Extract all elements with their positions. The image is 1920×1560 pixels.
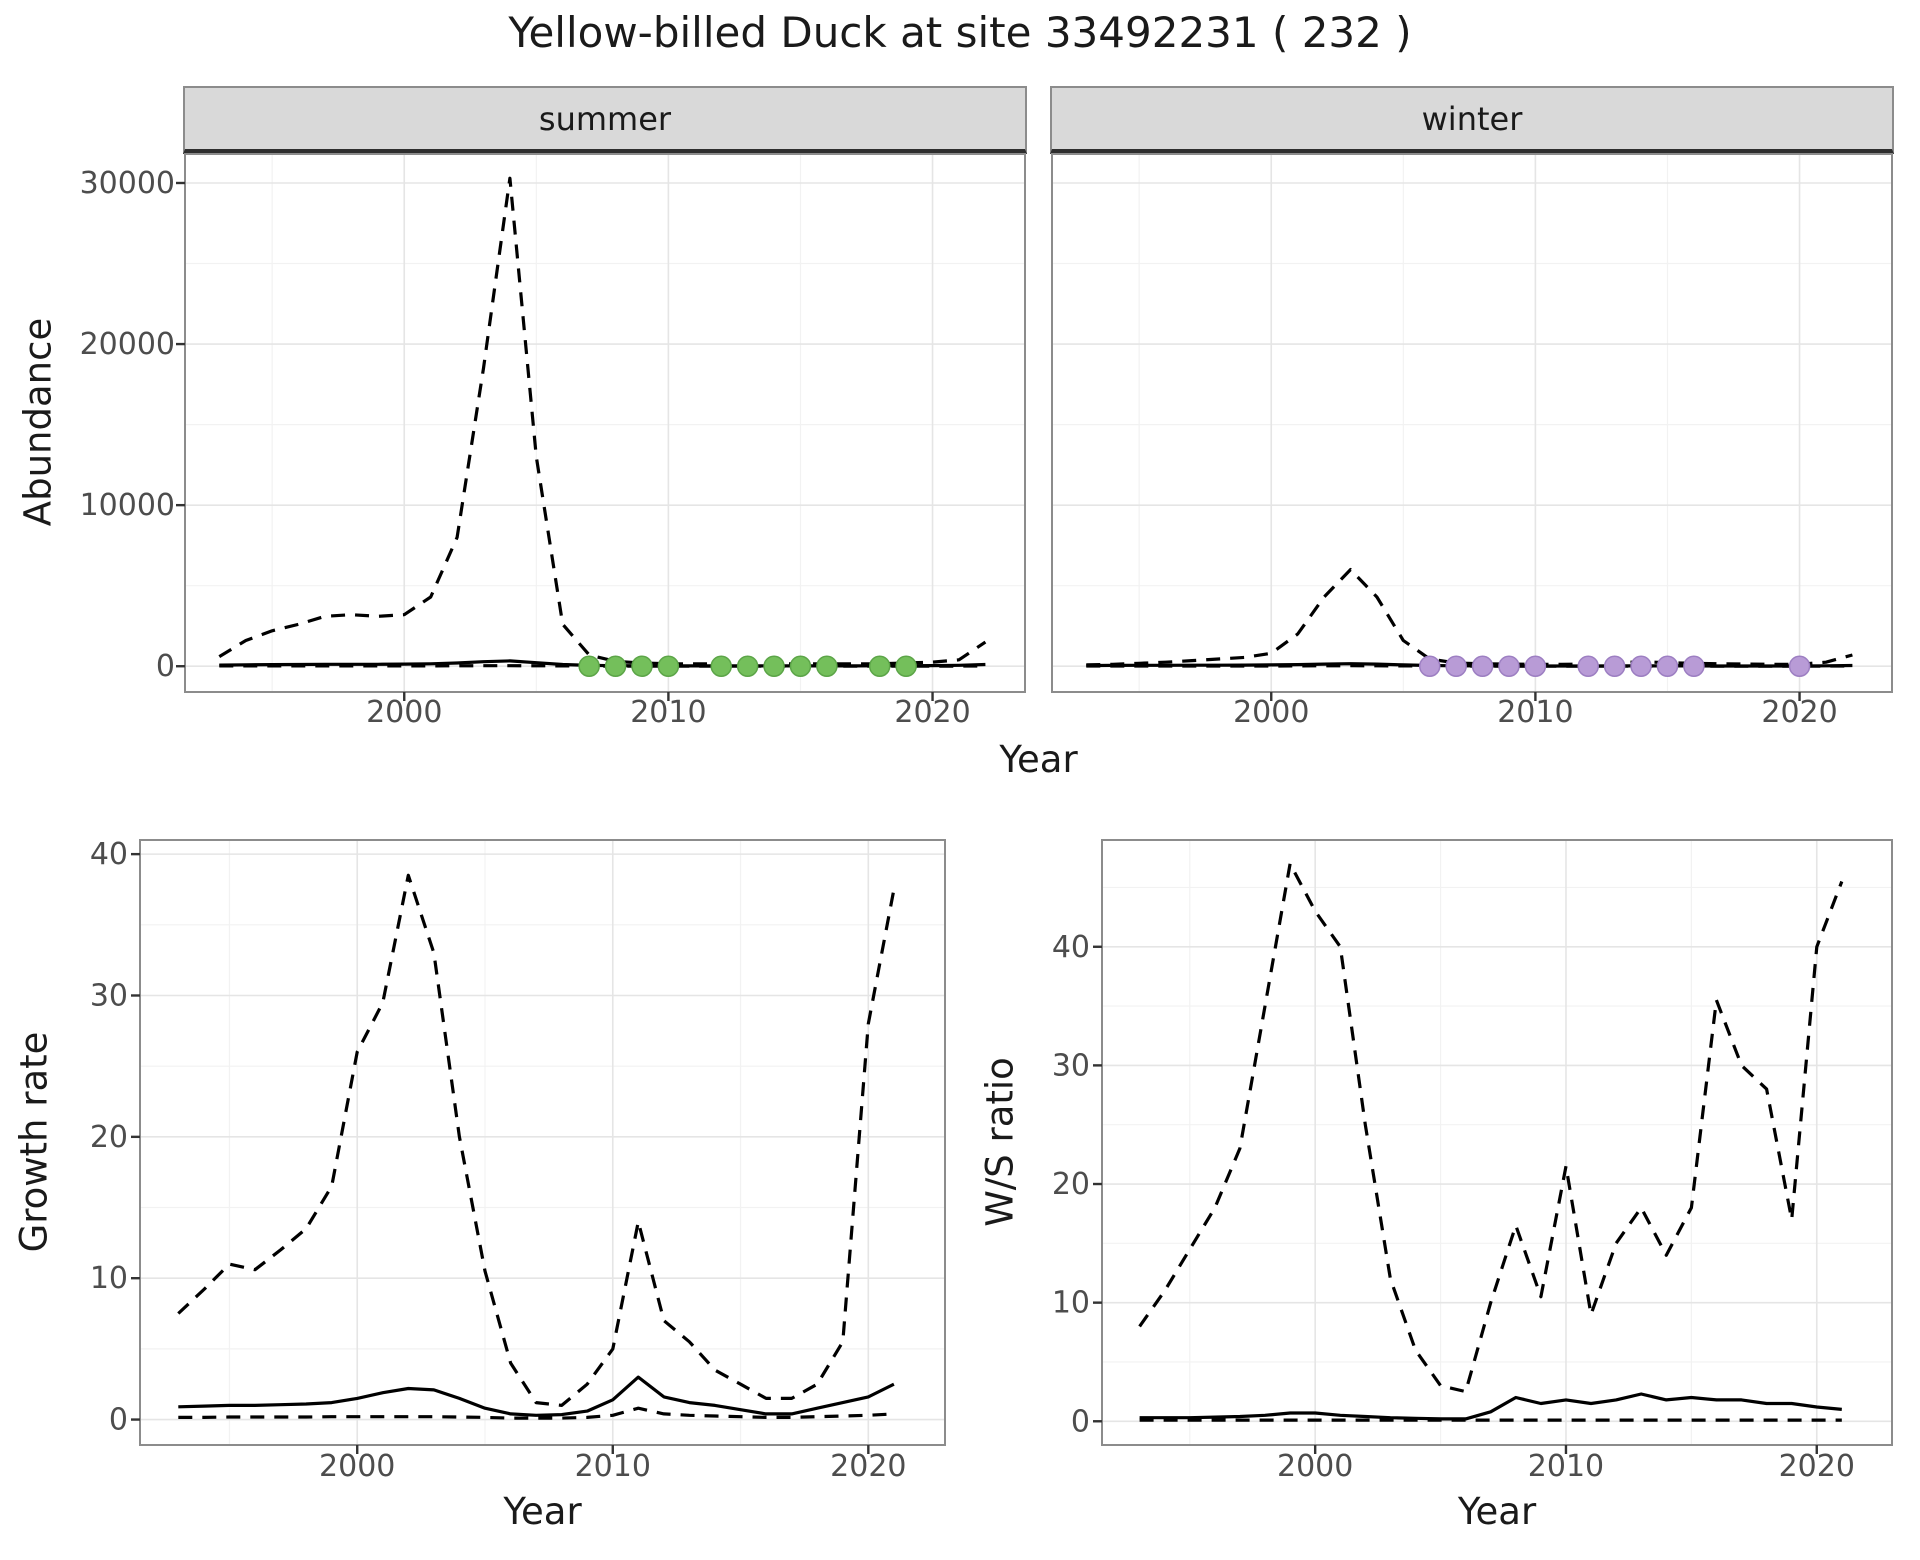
zero-count-point-summer bbox=[895, 655, 917, 677]
y-tick-label: 30000 bbox=[80, 166, 175, 201]
x-tick-label: 2010 bbox=[1497, 695, 1573, 730]
zero-count-point-summer bbox=[657, 655, 680, 677]
series-upper-ci bbox=[1086, 568, 1853, 667]
y-tick-label: 40 bbox=[90, 837, 128, 872]
x-tick-label: 2020 bbox=[830, 1449, 906, 1484]
facet-strip-winter-label: winter bbox=[1421, 99, 1523, 138]
year-axis-title-growth: Year bbox=[503, 1490, 582, 1533]
year-axis-title-ws: Year bbox=[1457, 1490, 1537, 1533]
x-tick-label: 2010 bbox=[1528, 1449, 1604, 1484]
x-tick-label: 2000 bbox=[319, 1449, 395, 1484]
zero-count-point-winter bbox=[1603, 655, 1626, 677]
series-upper-ci bbox=[1138, 862, 1844, 1394]
x-tick-label: 2010 bbox=[575, 1449, 651, 1484]
y-tick-label: 0 bbox=[109, 1403, 128, 1438]
zero-count-point-summer bbox=[763, 655, 785, 677]
facet-strip-summer: summer bbox=[183, 86, 1027, 154]
y-tick-label: 20 bbox=[1052, 1167, 1090, 1202]
y-tick-label: 20 bbox=[90, 1120, 128, 1155]
panel-border bbox=[184, 153, 1026, 693]
series-estimate bbox=[219, 659, 986, 668]
y-tick-label: 10000 bbox=[80, 488, 175, 523]
x-tick-label: 2020 bbox=[894, 695, 970, 730]
panel-background bbox=[185, 154, 1025, 692]
facet-strip-winter: winter bbox=[1050, 86, 1894, 154]
x-tick-label: 2010 bbox=[630, 695, 706, 730]
zero-count-point-winter bbox=[1524, 655, 1547, 677]
zero-count-point-winter bbox=[1630, 655, 1652, 677]
series-upper-ci bbox=[177, 873, 896, 1408]
year-axis-title-top: Year bbox=[999, 738, 1078, 781]
zero-count-point-summer bbox=[631, 655, 653, 677]
x-tick-label: 2020 bbox=[1761, 695, 1837, 730]
abundance-winter-chart: 2000 2010 2020 bbox=[1051, 153, 1893, 730]
zero-count-point-winter bbox=[1683, 655, 1705, 677]
panel-border bbox=[1051, 153, 1893, 693]
growth-rate-axis-title: Growth rate bbox=[12, 1031, 56, 1253]
x-tick-label: 2000 bbox=[1233, 695, 1309, 730]
abundance-axis-title: Abundance bbox=[16, 317, 60, 527]
zero-count-point-summer bbox=[789, 655, 812, 677]
panel-background bbox=[1102, 840, 1892, 1445]
y-tick-label: 30 bbox=[90, 978, 128, 1013]
y-tick-label: 30 bbox=[1052, 1048, 1090, 1083]
zero-count-point-summer bbox=[710, 655, 732, 677]
zero-count-point-winter bbox=[1498, 655, 1520, 677]
series-estimate bbox=[1139, 1392, 1842, 1421]
zero-count-point-winter bbox=[1656, 655, 1679, 677]
x-tick-label: 2020 bbox=[1779, 1449, 1855, 1484]
x-tick-label: 2000 bbox=[366, 695, 442, 730]
y-tick-label: 20000 bbox=[80, 327, 175, 362]
panel-border bbox=[139, 839, 946, 1446]
y-tick-label: 40 bbox=[1052, 930, 1090, 965]
zero-count-point-summer bbox=[578, 655, 600, 677]
zero-count-point-summer bbox=[736, 655, 759, 677]
panel-background bbox=[1052, 154, 1892, 692]
series-estimate bbox=[1086, 662, 1853, 668]
y-tick-label: 0 bbox=[156, 649, 175, 684]
ws-ratio-chart: 2000 2010 2020 0 10 20 30 40 bbox=[1052, 839, 1893, 1484]
plot-title: Yellow-billed Duck at site 33492231 ( 23… bbox=[508, 8, 1412, 57]
growth-rate-chart: 2000 2010 2020 0 10 20 30 40 bbox=[90, 837, 946, 1484]
zero-count-point-winter bbox=[1471, 655, 1494, 677]
zero-count-point-winter bbox=[1577, 655, 1599, 677]
ws-ratio-axis-title: W/S ratio bbox=[978, 1057, 1022, 1227]
zero-count-point-winter bbox=[1445, 655, 1467, 677]
y-tick-label: 10 bbox=[1052, 1286, 1090, 1321]
series-estimate bbox=[178, 1375, 895, 1417]
zero-count-point-summer bbox=[868, 655, 891, 677]
abundance-summer-chart: 2000 2010 2020 0 10000 20000 30000 bbox=[80, 153, 1026, 730]
facet-strip-summer-label: summer bbox=[538, 99, 672, 138]
zero-count-point-summer bbox=[604, 655, 627, 677]
zero-count-point-winter bbox=[1788, 655, 1811, 677]
panel-border bbox=[1101, 839, 1893, 1446]
zero-count-point-winter bbox=[1418, 655, 1441, 677]
y-tick-label: 0 bbox=[1071, 1404, 1090, 1439]
y-tick-label: 10 bbox=[90, 1261, 128, 1296]
zero-count-point-summer bbox=[816, 655, 838, 677]
x-tick-label: 2000 bbox=[1277, 1449, 1353, 1484]
panel-background bbox=[140, 840, 945, 1445]
series-upper-ci bbox=[218, 176, 987, 666]
